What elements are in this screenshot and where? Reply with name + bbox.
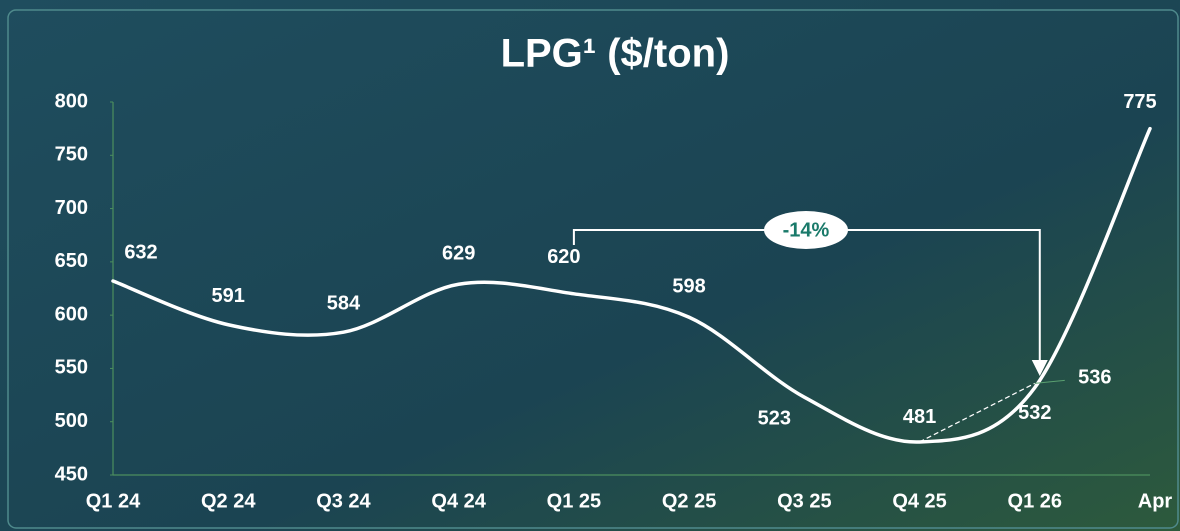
y-tick-label: 700 <box>55 197 88 219</box>
y-tick-label: 800 <box>55 90 88 112</box>
x-tick-label: Q1 25 <box>547 490 601 512</box>
annotation-bubble <box>764 211 848 249</box>
arrow-head <box>1031 360 1048 376</box>
y-tick-label: 750 <box>55 144 88 166</box>
chart-title: LPG¹ ($/ton) <box>501 32 730 76</box>
y-tick-label: 450 <box>55 463 88 485</box>
x-tick-label: Apr <box>1138 490 1173 512</box>
y-tick-label: 550 <box>55 357 88 379</box>
x-tick-label: Q3 24 <box>316 490 371 512</box>
data-label: 598 <box>672 276 705 298</box>
data-label: 632 <box>124 241 157 263</box>
data-label: 620 <box>547 246 580 268</box>
x-tick-label: Q2 25 <box>662 490 716 512</box>
data-label: 536 <box>1078 367 1111 389</box>
data-label: 629 <box>442 243 475 265</box>
annotation: -14% <box>783 219 830 241</box>
x-tick-label: Q4 25 <box>892 490 946 512</box>
x-tick-label: Q1 24 <box>86 490 141 512</box>
y-tick-label: 650 <box>55 250 88 272</box>
x-tick-label: Q4 24 <box>431 490 486 512</box>
data-label: 775 <box>1123 91 1156 113</box>
line <box>111 126 1152 444</box>
y-tick-label: 500 <box>55 410 88 432</box>
y-tick-label: 600 <box>55 303 88 325</box>
data-label: 591 <box>212 285 245 307</box>
x-tick-label: Q1 26 <box>1008 490 1062 512</box>
data-label: 532 <box>1018 402 1051 424</box>
frame <box>7 9 1179 529</box>
x-tick-label: Q3 25 <box>777 490 831 512</box>
data-label: 523 <box>758 407 791 429</box>
leader-line <box>1034 379 1065 384</box>
data-label: 481 <box>903 406 936 428</box>
dashed-line <box>919 382 1036 443</box>
data-label: 584 <box>327 292 361 314</box>
x-tick-label: Q2 24 <box>201 490 256 512</box>
